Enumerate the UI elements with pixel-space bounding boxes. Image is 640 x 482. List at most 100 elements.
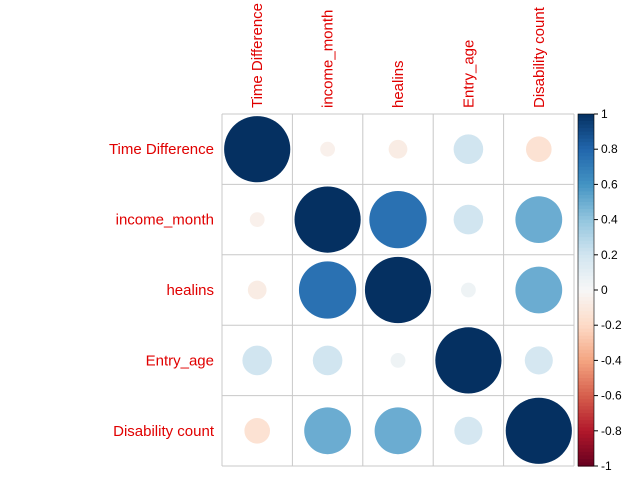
- colorbar-segment: [578, 392, 594, 397]
- colorbar-segment: [578, 423, 594, 428]
- colorbar-segment: [578, 304, 594, 309]
- colorbar-segment: [578, 121, 594, 126]
- colorbar-segment: [578, 117, 594, 122]
- colorbar-tick-label: 0.2: [601, 248, 618, 262]
- colorbar-tick-label: -0.6: [601, 389, 622, 403]
- colorbar-segment: [578, 272, 594, 277]
- colorbar-segment: [578, 409, 594, 414]
- colorbar-tick-label: 1: [601, 107, 608, 121]
- colorbar-segment: [578, 209, 594, 214]
- colorbar-segment: [578, 335, 594, 340]
- colorbar-segment: [578, 427, 594, 432]
- cell-circle-2-0: [247, 280, 267, 300]
- cell-circle-0-1: [320, 141, 335, 157]
- colorbar-segment: [578, 286, 594, 291]
- colorbar-segment: [578, 448, 594, 453]
- colorbar-segment: [578, 385, 594, 390]
- colorbar-segment: [578, 279, 594, 284]
- colorbar-segment: [578, 332, 594, 337]
- grid-lines: [221, 113, 575, 467]
- cell-circle-3-4: [524, 346, 553, 375]
- colorbar-segment: [578, 297, 594, 302]
- cell-circle-1-3: [453, 204, 484, 235]
- correlation-cells: [224, 116, 572, 464]
- colorbar-segment: [578, 318, 594, 323]
- colorbar-segment: [578, 124, 594, 129]
- colorbar-tick-label: -0.8: [601, 424, 622, 438]
- colorbar-segment: [578, 430, 594, 435]
- colorbar-segment: [578, 342, 594, 347]
- colorbar-segment: [578, 416, 594, 421]
- colorbar-segment: [578, 247, 594, 252]
- colorbar-segment: [578, 293, 594, 298]
- cell-circle-2-2: [364, 256, 432, 324]
- colorbar-segment: [578, 346, 594, 351]
- column-labels: Time Difference income_month healins Entry_…: [249, 3, 548, 108]
- colorbar: [577, 113, 595, 467]
- colorbar-tick-label: -0.2: [601, 318, 622, 332]
- colorbar-segment: [578, 378, 594, 383]
- colorbar-segment: [578, 149, 594, 154]
- colorbar-segment: [578, 360, 594, 365]
- colorbar-segment: [578, 321, 594, 326]
- row-label: healins: [166, 282, 214, 299]
- colorbar-segment: [578, 399, 594, 404]
- colorbar-segment: [578, 388, 594, 393]
- colorbar-segment: [578, 311, 594, 316]
- colorbar-segment: [578, 265, 594, 270]
- colorbar-segment: [578, 451, 594, 457]
- colorbar-segment: [578, 251, 594, 256]
- cell-circle-0-0: [224, 116, 291, 183]
- colorbar-segment: [578, 128, 594, 133]
- colorbar-segment: [578, 290, 594, 295]
- colorbar-segment: [578, 156, 594, 161]
- colorbar-segment: [578, 328, 594, 333]
- colorbar-segment: [578, 244, 594, 249]
- colorbar-segment: [578, 177, 594, 182]
- colorbar-ticks: 1 0.8 0.6 0.4 0.2 0 -0.2 -0.4 -0.6 -0.8 -1: [594, 107, 622, 473]
- colorbar-segment: [578, 138, 594, 143]
- cell-circle-2-1: [298, 261, 357, 319]
- cell-circle-0-4: [525, 136, 552, 163]
- cell-circle-2-3: [461, 282, 476, 298]
- colorbar-segment: [578, 142, 594, 147]
- colorbar-segment: [578, 187, 594, 193]
- colorbar-segment: [578, 202, 594, 207]
- colorbar-segment: [578, 455, 594, 460]
- colorbar-segment: [578, 184, 594, 189]
- colorbar-segment: [578, 402, 594, 407]
- colorbar-segment: [578, 233, 594, 238]
- colorbar-segment: [578, 300, 594, 305]
- colorbar-segment: [578, 282, 594, 288]
- colorbar-segment: [578, 205, 594, 210]
- cell-circle-3-3: [435, 327, 502, 394]
- colorbar-segment: [578, 194, 594, 200]
- colorbar-segment: [578, 349, 594, 354]
- colorbar-segment: [578, 314, 594, 319]
- colorbar-tick-label: -0.4: [601, 353, 622, 367]
- colorbar-segment: [578, 131, 594, 136]
- colorbar-tick-label: -1: [601, 459, 612, 473]
- colorbar-segment: [578, 325, 594, 330]
- colorbar-segment: [578, 180, 594, 185]
- colorbar-segment: [578, 159, 594, 164]
- cell-circle-4-1: [304, 407, 351, 455]
- cell-circle-1-1: [294, 186, 361, 253]
- colorbar-segment: [578, 114, 594, 119]
- column-label: Time Difference: [249, 3, 266, 108]
- colorbar-segment: [578, 258, 594, 263]
- row-label: Entry_age: [146, 352, 214, 369]
- colorbar-segment: [578, 173, 594, 178]
- colorbar-segment: [578, 339, 594, 344]
- colorbar-segment: [578, 307, 594, 312]
- cell-circle-3-2: [390, 353, 406, 368]
- row-label: Time Difference: [109, 141, 214, 158]
- cell-circle-1-4: [515, 196, 563, 244]
- colorbar-segment: [578, 216, 594, 221]
- cell-circle-4-4: [505, 397, 572, 464]
- colorbar-segment: [578, 191, 594, 196]
- colorbar-segment: [578, 370, 594, 376]
- colorbar-segment: [578, 374, 594, 379]
- colorbar-segment: [578, 413, 594, 418]
